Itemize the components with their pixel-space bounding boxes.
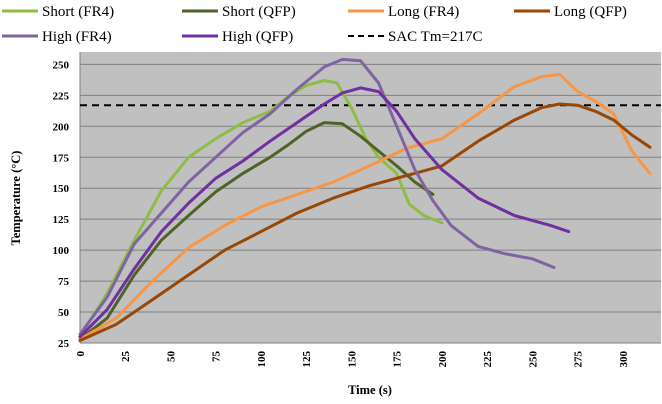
y-tick-label: 100 [53, 245, 70, 257]
x-tick-label: 150 [346, 351, 358, 368]
y-tick-label: 50 [58, 307, 70, 319]
x-tick-label: 300 [618, 351, 630, 368]
legend-label: High (QFP) [222, 29, 293, 45]
y-tick-label: 175 [53, 152, 70, 164]
legend-item: High (FR4) [2, 29, 112, 45]
series-line [78, 79, 444, 339]
y-tick-labels: 25 50 75 100 125 150 175 200 225 250 [53, 59, 70, 350]
y-axis-title: Temperature (°C) [9, 151, 23, 246]
y-tick-label: 225 [53, 90, 70, 102]
x-tick-label: 275 [573, 351, 585, 368]
x-tick-label: 125 [301, 351, 313, 368]
series-line [78, 86, 571, 339]
legend-item: Long (QFP) [514, 4, 627, 20]
series-group [78, 57, 652, 342]
x-tick-label: 50 [165, 351, 177, 363]
legend-label: SAC Tm=217C [388, 29, 482, 45]
legend-label: Short (QFP) [222, 4, 296, 20]
x-tick-label: 225 [482, 351, 494, 368]
x-tick-label: 25 [120, 351, 132, 363]
legend-label: High (FR4) [42, 29, 112, 45]
x-tick-label: 175 [392, 351, 404, 368]
y-tick-label: 150 [53, 183, 70, 195]
y-tick-label: 125 [53, 214, 70, 226]
legend-item: Short (FR4) [2, 4, 114, 20]
legend-label: Long (QFP) [554, 4, 627, 20]
legend-label: Short (FR4) [42, 4, 114, 20]
legend-label: Long (FR4) [388, 4, 459, 20]
legend-item: Long (FR4) [348, 4, 459, 20]
legend-item: High (QFP) [182, 29, 293, 45]
x-tick-label: 0 [75, 351, 87, 357]
x-tick-label: 100 [256, 351, 268, 368]
legend: Short (FR4) Short (QFP) Long (FR4) Long (QF… [2, 4, 627, 45]
y-tick-label: 75 [58, 276, 70, 288]
series-line [78, 102, 652, 342]
series-line [78, 72, 652, 341]
x-tick-labels: 0 25 50 75 100 125 150 175 200 225 250 275 300 [75, 351, 630, 368]
series-line [78, 121, 435, 341]
y-tick-label: 250 [53, 59, 70, 71]
x-axis-title: Time (s) [348, 383, 392, 397]
grid-lines [80, 63, 661, 313]
y-tick-label: 25 [58, 338, 70, 350]
legend-item: SAC Tm=217C [348, 29, 482, 45]
x-tick-label: 75 [211, 351, 223, 363]
series-line [78, 57, 556, 336]
y-tick-label: 200 [53, 121, 70, 133]
x-tick-label: 200 [437, 351, 449, 368]
x-tick-label: 250 [527, 351, 539, 368]
legend-item: Short (QFP) [182, 4, 296, 20]
